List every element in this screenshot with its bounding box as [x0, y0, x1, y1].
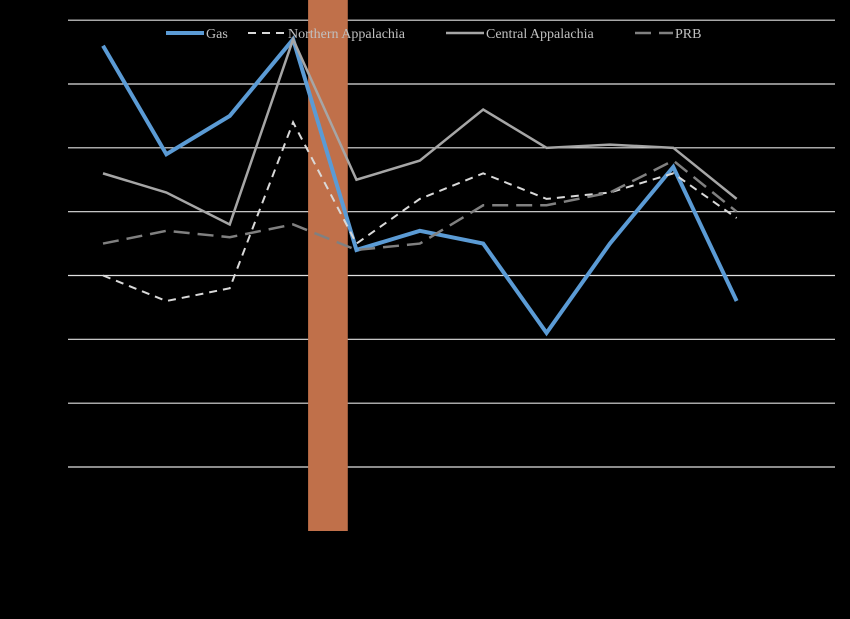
- series-line-2: [102, 35, 738, 227]
- legend-label-2: Central Appalachia: [486, 27, 594, 42]
- series-lines: [101, 35, 739, 337]
- legend: Gas Northern Appalachia Central Appalachia…: [166, 27, 701, 42]
- highlight-band: [308, 0, 348, 532]
- series-line-3: [102, 159, 738, 252]
- series-line-1: [102, 119, 738, 303]
- gridlines: [68, 19, 835, 468]
- legend-label-0: Gas: [206, 27, 228, 42]
- series-line-0: [101, 35, 739, 337]
- annotation-band: xxxxxxx xx xxxxxxx: [308, 0, 348, 532]
- legend-label-3: PRB: [675, 27, 701, 42]
- legend-label-1: Northern Appalachia: [288, 27, 406, 42]
